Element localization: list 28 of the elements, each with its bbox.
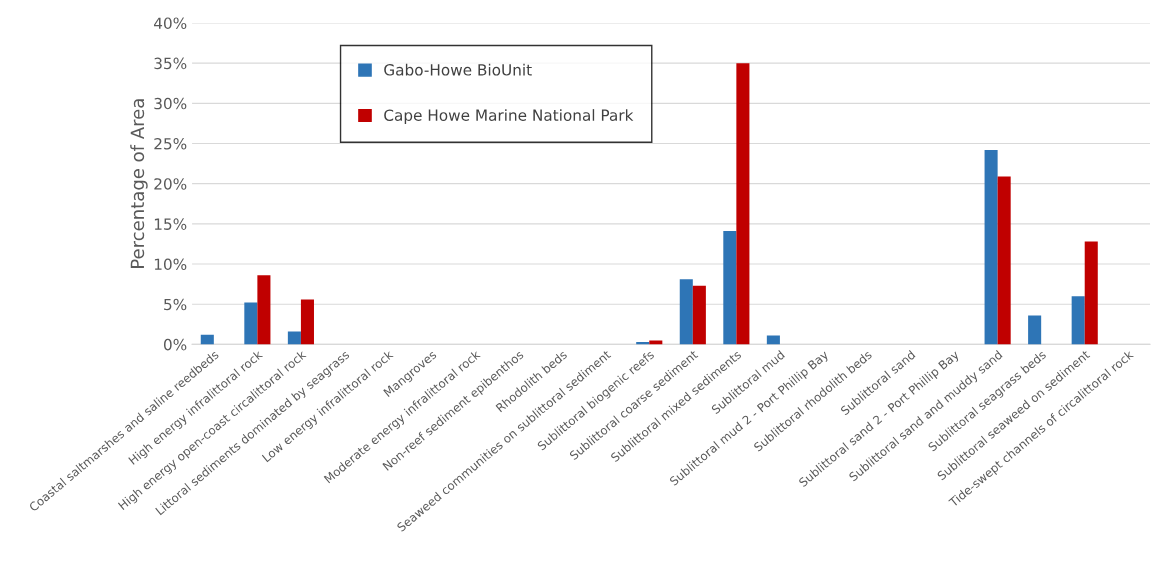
bar <box>1071 296 1085 345</box>
bar <box>649 340 663 345</box>
bar <box>736 63 750 345</box>
bar <box>984 149 998 345</box>
y-tick-label: 15% <box>154 218 187 230</box>
y-tick-label: 5% <box>164 298 187 311</box>
bar <box>997 176 1011 345</box>
y-tick-label: 35% <box>154 57 187 70</box>
bar <box>257 275 271 345</box>
bar <box>1084 241 1098 345</box>
y-tick-label: 40% <box>153 17 187 29</box>
bar <box>287 331 301 345</box>
y-tick-label: 10% <box>154 258 187 271</box>
bar <box>1028 315 1042 345</box>
legend-label: Gabo-Howe BioUnit <box>384 63 532 76</box>
y-axis-title: Percentage of Area <box>130 99 148 268</box>
bar <box>723 231 737 345</box>
y-tick-label: 25% <box>154 137 187 150</box>
bar <box>679 279 693 345</box>
bar <box>692 285 706 345</box>
y-tick-label: 20% <box>154 178 187 190</box>
bar <box>766 335 780 345</box>
y-tick-label: 0% <box>163 338 187 351</box>
bar <box>244 302 258 345</box>
bar <box>200 334 214 345</box>
bar <box>300 299 314 345</box>
y-tick-label: 30% <box>154 97 187 110</box>
legend-label: Cape Howe Marine National Park <box>384 109 634 124</box>
